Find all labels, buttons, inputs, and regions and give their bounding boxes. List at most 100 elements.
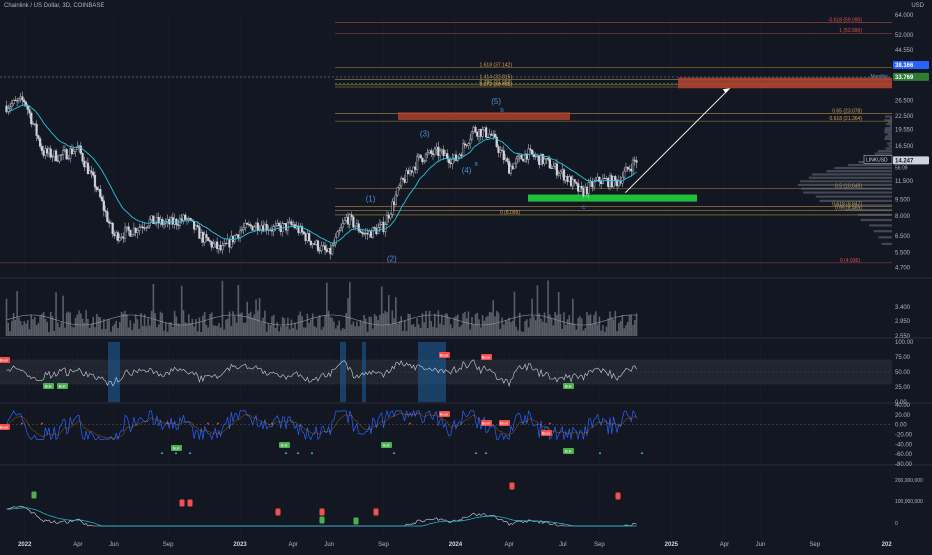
volume-bar xyxy=(143,314,146,336)
osc-buy-marker: ▲ xyxy=(474,450,478,455)
candle-body xyxy=(67,158,70,160)
price-axis-label: 8.000 xyxy=(895,214,911,220)
volume-bar xyxy=(442,325,445,336)
profile-bar xyxy=(884,131,892,134)
candle-body xyxy=(350,214,353,218)
volume-bar xyxy=(260,322,263,336)
volume-bar xyxy=(145,326,148,336)
volume-bar xyxy=(610,317,613,336)
candle-body xyxy=(387,215,390,219)
bear-tag-bg xyxy=(0,357,10,363)
volume-bar xyxy=(605,326,608,336)
volume-bar xyxy=(301,316,303,336)
profile-bar xyxy=(889,117,892,120)
candle-body xyxy=(21,96,24,101)
volume-bar xyxy=(78,310,80,336)
ema-line xyxy=(6,104,637,244)
volume-bar xyxy=(219,327,222,336)
profile-bar xyxy=(873,230,892,233)
volume-bar xyxy=(462,313,464,336)
volume-bar xyxy=(99,317,102,336)
volume-bar xyxy=(216,325,218,336)
volume-bar xyxy=(550,317,553,336)
volume-bar xyxy=(90,323,93,336)
candle-body xyxy=(194,225,197,230)
volume-bar xyxy=(589,314,592,336)
candle-body xyxy=(304,233,307,241)
candle-body xyxy=(612,176,615,188)
volume-bar xyxy=(334,328,337,336)
volume-bar xyxy=(518,312,521,336)
volume-bar xyxy=(21,325,24,336)
volume-bar xyxy=(534,320,537,336)
volume-bar xyxy=(538,313,541,336)
volume-bar xyxy=(258,297,261,336)
volume-bar xyxy=(318,315,321,336)
candle-body xyxy=(633,159,636,161)
volume-bar xyxy=(368,316,371,336)
osc-sell-marker: ▼ xyxy=(270,421,274,426)
volume-bar xyxy=(81,318,84,336)
obv-sell-tag xyxy=(615,492,621,500)
volume-axis-label: 3.400 xyxy=(895,305,911,311)
time-axis-label: 2025 xyxy=(665,542,679,548)
candle-body xyxy=(577,183,580,192)
volume-bar xyxy=(235,322,238,336)
volume-bar xyxy=(632,325,634,336)
price-axis-label: 6.500 xyxy=(895,234,911,240)
volume-bar xyxy=(150,310,153,336)
volume-bar xyxy=(228,311,231,336)
volume-bar xyxy=(322,326,325,336)
profile-bar xyxy=(886,122,892,126)
candle-body xyxy=(277,223,281,226)
candle-body xyxy=(538,155,541,165)
volume-bar xyxy=(432,326,434,336)
volume-bar xyxy=(570,322,572,336)
candle-body xyxy=(171,217,174,225)
candle-body xyxy=(37,135,40,139)
volume-bar xyxy=(163,330,165,336)
candle-body xyxy=(488,133,491,138)
candle-body xyxy=(69,148,72,159)
currency-label[interactable]: USD xyxy=(911,3,924,9)
osc-buy-marker: ▲ xyxy=(296,450,300,455)
volume-bar xyxy=(494,316,496,336)
candle-body xyxy=(100,196,104,202)
volume-bar xyxy=(30,314,33,336)
volume-bar xyxy=(25,323,27,336)
candle-body xyxy=(465,144,468,146)
volume-bar xyxy=(94,327,96,336)
candle-body xyxy=(246,223,249,225)
volume-bar xyxy=(359,319,362,336)
profile-bar xyxy=(877,149,892,153)
volume-bar xyxy=(357,326,360,336)
volume-bar xyxy=(504,320,507,336)
candle-body xyxy=(497,146,500,153)
volume-bar xyxy=(568,315,571,336)
candle-body xyxy=(242,227,245,230)
zone-resistance-mid xyxy=(398,112,570,121)
volume-bar xyxy=(26,320,29,336)
volume-bar xyxy=(101,329,103,336)
osc-buy-marker: ▲ xyxy=(310,450,314,455)
volume-bar xyxy=(104,329,107,336)
candle-body xyxy=(221,245,224,251)
profile-bar xyxy=(890,124,892,128)
candle-body xyxy=(8,106,12,109)
volume-bar xyxy=(372,328,374,336)
volume-bar xyxy=(212,325,215,336)
volume-bar xyxy=(12,312,15,336)
osc-bear-tag: Bear xyxy=(0,425,9,430)
volume-bar xyxy=(28,329,31,336)
volume-bar xyxy=(170,322,172,336)
candle-body xyxy=(348,214,351,225)
candle-body xyxy=(327,247,330,252)
volume-bar xyxy=(196,331,199,336)
price-axis-label: 26.500 xyxy=(895,98,914,104)
volume-bar xyxy=(242,322,245,336)
fib-label: 0.5 (10.649) xyxy=(835,183,862,189)
rsi-axis-label: 100.00 xyxy=(895,340,914,346)
candle-body xyxy=(546,157,550,160)
volume-bar xyxy=(172,326,174,336)
